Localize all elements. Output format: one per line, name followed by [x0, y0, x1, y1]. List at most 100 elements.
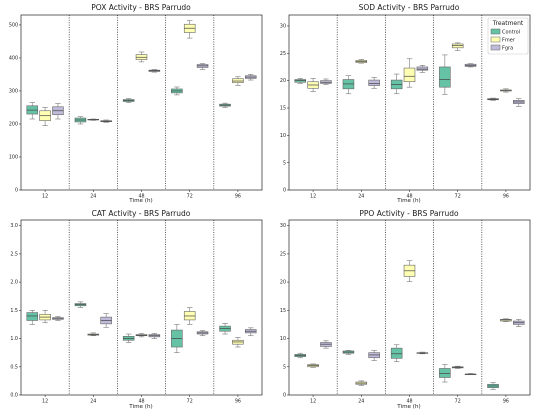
pox-box-fmer — [87, 118, 100, 121]
sod-xlabel: Time (h) — [396, 198, 420, 204]
pox-ytick-label: 500 — [9, 23, 18, 29]
ppo-box-control-iqr — [439, 368, 451, 378]
ppo-ytick-label: 20 — [280, 280, 286, 286]
cat-xtick-label: 12 — [42, 399, 48, 405]
ppo-box-fmer — [307, 363, 319, 368]
ppo-box-fgra — [512, 319, 525, 327]
ppo-box-control — [487, 382, 499, 390]
sod-box-control — [487, 97, 499, 101]
sod-box-fmer — [451, 42, 464, 51]
ppo-box-fmer — [355, 380, 368, 386]
pox-box-fgra — [196, 63, 209, 70]
sod-box-fmer — [403, 58, 416, 88]
sod-box-control — [439, 54, 451, 95]
ppo-xtick-label: 72 — [455, 399, 461, 405]
cat-ytick-label: 3.0 — [10, 223, 18, 229]
pox-xlabel: Time (h) — [128, 198, 152, 204]
sod-xtick-label: 12 — [310, 194, 316, 200]
ppo-xlabel: Time (h) — [396, 404, 420, 410]
sod-box-fgra — [416, 65, 429, 73]
sod-ytick-label: 10 — [280, 133, 286, 139]
ppo-ytick-label: 0 — [283, 393, 286, 399]
cat-box-control — [26, 310, 39, 325]
sod-box-control — [390, 73, 403, 95]
cat-box-fmer — [87, 332, 100, 337]
cat-box-fgra — [196, 330, 209, 337]
sod-box-fgra — [512, 98, 525, 107]
ppo-ytick-label: 15 — [280, 308, 286, 314]
cat-ytick-label: 2.0 — [10, 280, 18, 286]
pox-xtick-label: 12 — [42, 194, 48, 200]
pox-box-control — [122, 98, 135, 103]
legend-label-fmer: Fmer — [502, 37, 516, 43]
ppo-panel: 0 5 10 15 20 25 30 12 24 48 72 96 PPO Activity - BRS… — [280, 209, 531, 410]
sod-box-fmer-iqr — [403, 67, 416, 83]
cat-xtick-label: 24 — [90, 399, 96, 405]
cat-box-fmer — [232, 337, 244, 348]
sod-axes-frame — [288, 14, 531, 191]
sod-ytick-label: 15 — [280, 106, 286, 112]
pox-box-fmer — [135, 51, 148, 63]
ppo-box-fmer — [451, 365, 464, 369]
pox-box-fmer — [232, 76, 244, 86]
cat-box-control — [219, 323, 231, 335]
cat-ytick-label: 0.0 — [10, 393, 18, 399]
ppo-box-fgra — [416, 351, 429, 355]
pox-box-fgra — [52, 103, 64, 120]
pox-xtick-label: 72 — [187, 194, 193, 200]
cat-panel: 0.0 0.5 1.0 1.5 2.0 2.5 3.0 12 24 48 72 96 CAT Activ… — [10, 209, 263, 410]
ppo-ytick-label: 10 — [280, 336, 286, 342]
cat-ytick-label: 2.5 — [10, 251, 18, 257]
ppo-xtick-label: 96 — [503, 399, 509, 405]
cat-axes-frame — [20, 219, 263, 396]
cat-ytick-label: 0.5 — [10, 364, 18, 370]
legend-swatch-control — [490, 28, 501, 35]
pox-ytick-label: 0 — [15, 188, 18, 194]
ppo-xtick-label: 24 — [358, 399, 364, 405]
pox-ytick-label: 200 — [9, 122, 18, 128]
sod-ytick-label: 5 — [283, 160, 286, 166]
pox-box-control — [219, 102, 231, 108]
pox-box-fgra — [100, 119, 112, 123]
pox-box-control — [26, 102, 39, 120]
ppo-ytick-label: 5 — [283, 364, 286, 370]
legend-title: Treatment — [492, 20, 524, 27]
sod-ytick-label: 20 — [280, 78, 286, 84]
pox-box-control — [74, 116, 87, 125]
pox-panel: 0 100 200 300 400 500 12 24 48 72 96 POX Activity -… — [9, 3, 263, 204]
pox-box-fmer — [183, 20, 196, 39]
ppo-box-control — [439, 364, 451, 383]
pox-xtick-label: 48 — [138, 194, 144, 200]
sod-ytick-label: 0 — [283, 188, 286, 194]
ppo-axes-frame — [288, 219, 531, 396]
ppo-box-fmer — [500, 318, 512, 322]
ppo-box-fgra — [464, 373, 477, 376]
ppo-ytick-label: 25 — [280, 251, 286, 257]
sod-title: SOD Activity - BRS Parrudo — [359, 3, 460, 12]
legend-swatch-fmer — [490, 36, 501, 43]
pox-box-fgra — [244, 74, 257, 81]
sod-box-fgra — [464, 63, 477, 68]
legend-swatch-fgra — [490, 44, 501, 51]
cat-xtick-label: 96 — [235, 399, 241, 405]
pox-title: POX Activity - BRS Parrudo — [91, 3, 191, 12]
sod-panel: 0 5 10 15 20 25 30 12 24 48 72 96 Treatment Control Fm… — [280, 3, 531, 204]
ppo-box-fmer — [403, 260, 416, 282]
ppo-box-control — [342, 350, 355, 355]
ppo-box-control — [390, 344, 403, 362]
ppo-xtick-label: 48 — [406, 399, 412, 405]
sod-ytick-label: 30 — [280, 24, 286, 30]
sod-box-control-iqr — [439, 66, 451, 88]
cat-box-fmer — [135, 333, 148, 338]
cat-title: CAT Activity - BRS Parrudo — [92, 209, 191, 218]
cat-box-control — [122, 333, 135, 343]
legend-label-control: Control — [502, 29, 520, 35]
sod-box-control — [294, 78, 307, 84]
sod-xtick-label: 24 — [358, 194, 364, 200]
ppo-ytick-label: 30 — [280, 223, 286, 229]
cat-ytick-label: 1.0 — [10, 336, 18, 342]
sod-box-fmer — [307, 78, 319, 92]
cat-box-control — [171, 324, 183, 353]
ppo-box-fgra — [320, 340, 332, 349]
